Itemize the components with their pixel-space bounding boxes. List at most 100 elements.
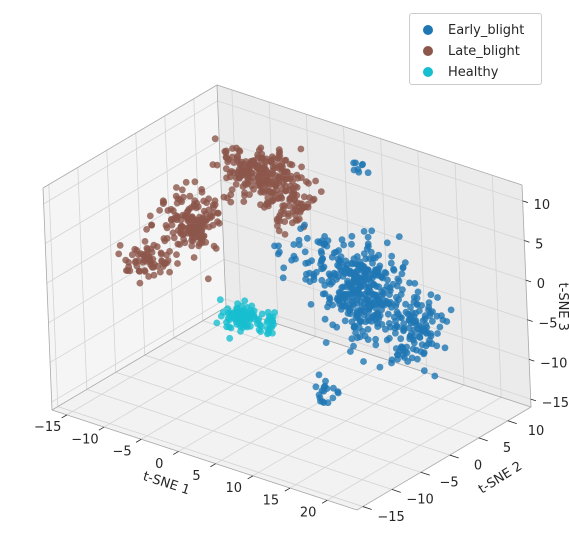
point-late-blight xyxy=(228,186,236,194)
point-early-blight xyxy=(393,293,400,301)
y-tick-label: −15 xyxy=(377,510,404,525)
y-tick xyxy=(449,454,459,459)
grid-line xyxy=(144,354,450,456)
point-late-blight xyxy=(168,221,176,229)
grid-line xyxy=(215,360,390,465)
legend-marker-icon xyxy=(423,67,433,77)
point-early-blight xyxy=(271,242,278,250)
point-late-blight xyxy=(274,154,282,162)
point-late-blight xyxy=(173,199,181,207)
point-late-blight xyxy=(162,222,170,229)
point-late-blight xyxy=(285,202,293,210)
point-early-blight xyxy=(390,266,398,274)
point-early-blight xyxy=(368,227,376,235)
point-early-blight xyxy=(330,249,338,257)
y-axis-line xyxy=(356,406,532,511)
point-early-blight xyxy=(388,359,395,367)
point-early-blight xyxy=(411,280,419,287)
point-early-blight xyxy=(384,276,391,284)
point-early-blight xyxy=(354,261,362,269)
point-late-blight xyxy=(292,183,299,190)
point-early-blight xyxy=(350,166,358,174)
point-late-blight xyxy=(136,279,144,287)
x-axis-label: t-SNE 1 xyxy=(141,469,192,498)
x-tick-label: 20 xyxy=(300,506,317,521)
point-early-blight xyxy=(436,323,444,331)
point-early-blight xyxy=(280,264,288,272)
point-early-blight xyxy=(276,248,283,256)
point-early-blight xyxy=(325,270,333,278)
point-early-blight xyxy=(339,273,347,280)
point-late-blight xyxy=(191,202,198,210)
point-late-blight xyxy=(178,186,186,194)
grid-line xyxy=(103,323,279,428)
point-early-blight xyxy=(326,294,333,302)
point-late-blight xyxy=(224,158,232,166)
point-early-blight xyxy=(348,240,355,248)
point-late-blight xyxy=(260,203,268,211)
point-healthy xyxy=(269,318,277,325)
point-early-blight xyxy=(420,367,428,375)
point-early-blight xyxy=(350,342,357,350)
point-late-blight xyxy=(221,148,229,155)
grid-line xyxy=(231,89,242,312)
point-late-blight xyxy=(204,275,212,283)
grid-line xyxy=(86,389,392,490)
point-early-blight xyxy=(394,323,402,331)
x-tick xyxy=(135,438,142,443)
point-early-blight xyxy=(310,276,318,284)
legend-item-early-blight: Early_blight xyxy=(410,20,524,40)
point-early-blight xyxy=(364,325,372,333)
grid-line xyxy=(51,298,226,403)
legend-item-late-blight: Late_blight xyxy=(410,41,520,61)
point-early-blight xyxy=(392,329,399,337)
grid-line xyxy=(43,100,218,205)
point-late-blight xyxy=(227,191,235,199)
point-early-blight xyxy=(336,289,344,297)
x-tick-label: −15 xyxy=(34,420,61,435)
z-tick-label: −5 xyxy=(538,317,557,332)
point-late-blight xyxy=(312,177,319,185)
point-late-blight xyxy=(289,208,297,215)
z-tick-label: 0 xyxy=(537,277,545,292)
point-late-blight xyxy=(125,263,133,271)
point-late-blight xyxy=(172,192,180,200)
y-tick xyxy=(507,420,517,425)
point-early-blight xyxy=(329,301,337,309)
point-early-blight xyxy=(419,317,427,324)
point-early-blight xyxy=(318,276,326,284)
grid-line xyxy=(106,150,117,373)
point-early-blight xyxy=(348,289,356,297)
point-early-blight xyxy=(399,344,407,352)
point-late-blight xyxy=(173,184,180,191)
x-tick-label: 10 xyxy=(225,481,242,496)
point-early-blight xyxy=(361,308,369,316)
point-early-blight xyxy=(416,334,424,341)
point-early-blight xyxy=(329,394,337,402)
point-early-blight xyxy=(410,326,418,334)
grid-line xyxy=(135,133,146,356)
point-late-blight xyxy=(317,188,325,196)
point-late-blight xyxy=(269,163,277,171)
point-early-blight xyxy=(371,268,379,276)
grid-line xyxy=(115,371,421,473)
grid-line xyxy=(49,259,225,363)
point-early-blight xyxy=(358,161,366,169)
point-early-blight xyxy=(295,236,303,244)
axis-edges xyxy=(42,84,532,511)
point-early-blight xyxy=(441,344,449,352)
point-healthy xyxy=(225,310,232,318)
point-late-blight xyxy=(196,240,203,247)
point-early-blight xyxy=(362,283,370,291)
point-early-blight xyxy=(336,258,343,265)
point-early-blight xyxy=(318,249,325,257)
point-late-blight xyxy=(272,172,280,180)
point-early-blight xyxy=(376,296,384,303)
point-early-blight xyxy=(397,335,405,343)
x-tick xyxy=(173,451,179,455)
point-late-blight xyxy=(213,161,221,169)
z-tick xyxy=(522,200,528,203)
point-healthy xyxy=(217,312,225,320)
point-early-blight xyxy=(393,282,401,290)
point-late-blight xyxy=(215,220,223,227)
